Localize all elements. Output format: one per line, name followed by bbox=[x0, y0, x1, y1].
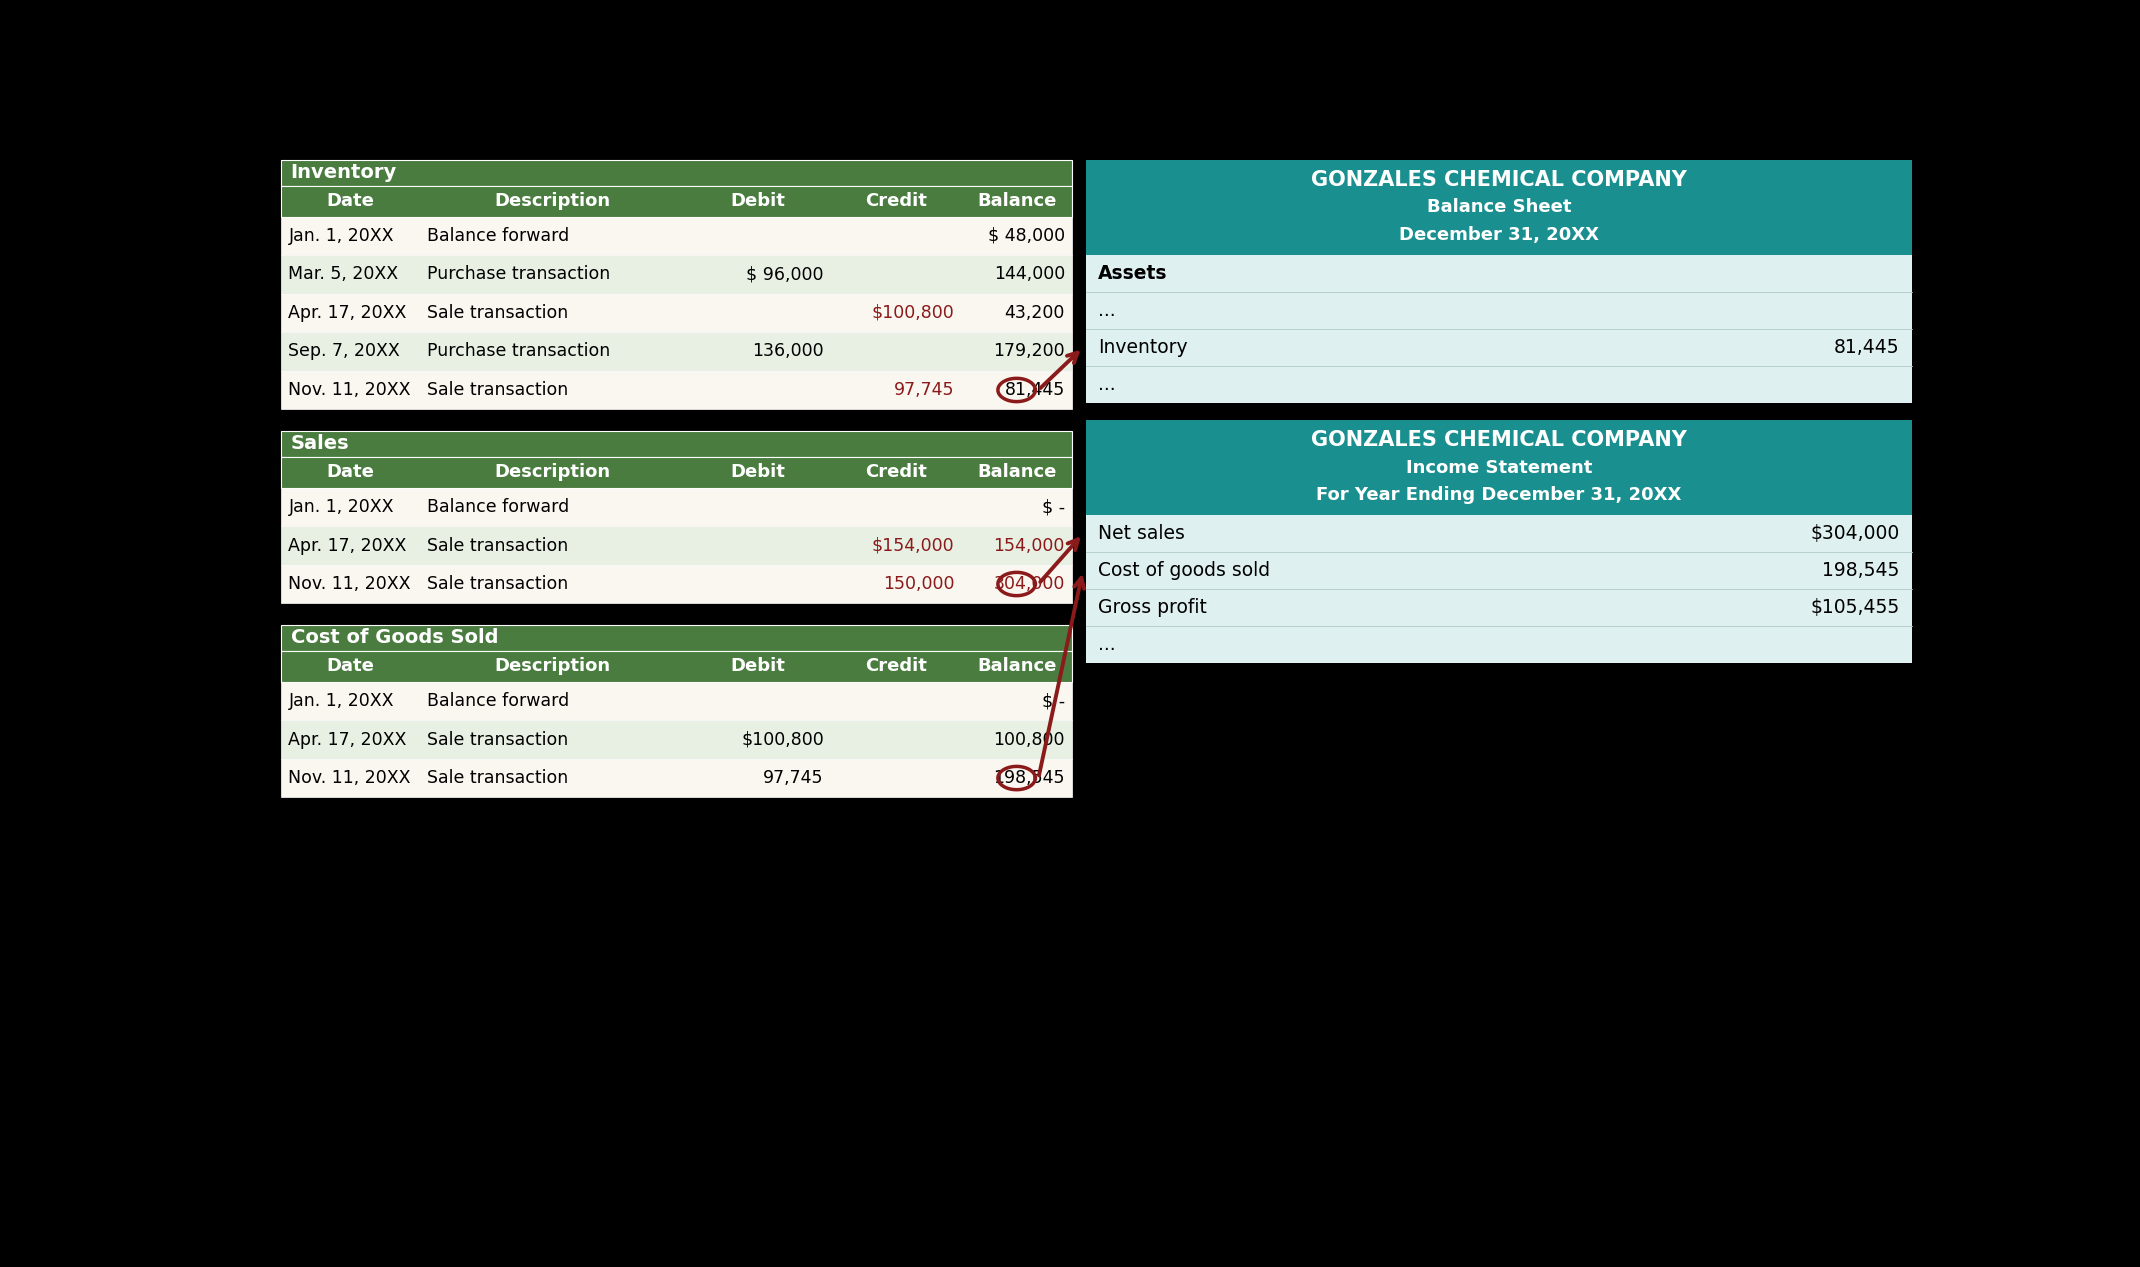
Text: Inventory: Inventory bbox=[291, 163, 398, 182]
Text: Jan. 1, 20XX: Jan. 1, 20XX bbox=[289, 692, 394, 710]
Text: Nov. 11, 20XX: Nov. 11, 20XX bbox=[289, 381, 411, 399]
Bar bbox=[282, 294, 1072, 332]
Text: Gross profit: Gross profit bbox=[1098, 598, 1207, 617]
Text: Cost of goods sold: Cost of goods sold bbox=[1098, 561, 1271, 580]
Text: Description: Description bbox=[494, 464, 610, 481]
Text: Cost of Goods Sold: Cost of Goods Sold bbox=[291, 628, 499, 647]
Text: Net sales: Net sales bbox=[1098, 525, 1186, 544]
Text: Balance forward: Balance forward bbox=[426, 498, 569, 516]
Text: Jan. 1, 20XX: Jan. 1, 20XX bbox=[289, 227, 394, 245]
Text: Credit: Credit bbox=[865, 464, 927, 481]
Text: $154,000: $154,000 bbox=[871, 536, 954, 555]
Text: Inventory: Inventory bbox=[1098, 338, 1188, 357]
Text: Balance: Balance bbox=[978, 658, 1057, 675]
Bar bbox=[1085, 516, 1911, 664]
Text: Jan. 1, 20XX: Jan. 1, 20XX bbox=[289, 498, 394, 516]
Bar bbox=[1085, 419, 1911, 516]
Text: GONZALES CHEMICAL COMPANY: GONZALES CHEMICAL COMPANY bbox=[1312, 430, 1686, 450]
Text: $100,800: $100,800 bbox=[740, 731, 824, 749]
Text: Credit: Credit bbox=[865, 193, 927, 210]
Text: $ 96,000: $ 96,000 bbox=[747, 266, 824, 284]
Bar bbox=[282, 160, 1072, 186]
Bar bbox=[282, 721, 1072, 759]
Bar bbox=[282, 488, 1072, 526]
Text: Sep. 7, 20XX: Sep. 7, 20XX bbox=[289, 342, 400, 361]
Bar bbox=[282, 217, 1072, 255]
Bar bbox=[282, 186, 1072, 217]
Text: Debit: Debit bbox=[730, 658, 785, 675]
Text: $304,000: $304,000 bbox=[1810, 525, 1900, 544]
Text: Balance: Balance bbox=[978, 193, 1057, 210]
Text: Apr. 17, 20XX: Apr. 17, 20XX bbox=[289, 304, 407, 322]
Text: Balance forward: Balance forward bbox=[426, 692, 569, 710]
Bar bbox=[282, 457, 1072, 488]
Text: 97,745: 97,745 bbox=[895, 381, 954, 399]
Bar bbox=[282, 625, 1072, 651]
Bar bbox=[282, 682, 1072, 721]
Text: 136,000: 136,000 bbox=[753, 342, 824, 361]
Text: Description: Description bbox=[494, 658, 610, 675]
Text: Date: Date bbox=[327, 658, 374, 675]
Text: Purchase transaction: Purchase transaction bbox=[426, 342, 610, 361]
Text: Debit: Debit bbox=[730, 193, 785, 210]
Text: Sale transaction: Sale transaction bbox=[426, 381, 567, 399]
Text: $ -: $ - bbox=[1042, 498, 1066, 516]
Text: $100,800: $100,800 bbox=[871, 304, 954, 322]
Text: Nov. 11, 20XX: Nov. 11, 20XX bbox=[289, 575, 411, 593]
Text: For Year Ending December 31, 20XX: For Year Ending December 31, 20XX bbox=[1316, 487, 1682, 504]
Text: 179,200: 179,200 bbox=[993, 342, 1066, 361]
Bar bbox=[282, 526, 1072, 565]
Text: Date: Date bbox=[327, 193, 374, 210]
Text: 150,000: 150,000 bbox=[884, 575, 954, 593]
Text: Date: Date bbox=[327, 464, 374, 481]
Text: 144,000: 144,000 bbox=[993, 266, 1066, 284]
Bar bbox=[282, 332, 1072, 371]
Text: Description: Description bbox=[494, 193, 610, 210]
Text: Apr. 17, 20XX: Apr. 17, 20XX bbox=[289, 731, 407, 749]
Text: 198,545: 198,545 bbox=[1823, 561, 1900, 580]
Text: Nov. 11, 20XX: Nov. 11, 20XX bbox=[289, 769, 411, 787]
Text: Sale transaction: Sale transaction bbox=[426, 769, 567, 787]
Text: Sales: Sales bbox=[291, 435, 349, 454]
Text: 97,745: 97,745 bbox=[764, 769, 824, 787]
Bar bbox=[282, 651, 1072, 682]
Text: Assets: Assets bbox=[1098, 265, 1168, 284]
Text: GONZALES CHEMICAL COMPANY: GONZALES CHEMICAL COMPANY bbox=[1312, 170, 1686, 190]
Text: Balance Sheet: Balance Sheet bbox=[1427, 199, 1571, 217]
Text: Sale transaction: Sale transaction bbox=[426, 731, 567, 749]
Text: 304,000: 304,000 bbox=[993, 575, 1066, 593]
Text: December 31, 20XX: December 31, 20XX bbox=[1400, 227, 1599, 245]
Bar bbox=[282, 371, 1072, 409]
Text: Apr. 17, 20XX: Apr. 17, 20XX bbox=[289, 536, 407, 555]
Bar bbox=[1085, 255, 1911, 403]
Text: 81,445: 81,445 bbox=[1004, 381, 1066, 399]
Text: Debit: Debit bbox=[730, 464, 785, 481]
Text: ...: ... bbox=[1098, 375, 1115, 394]
Text: ...: ... bbox=[1098, 635, 1115, 654]
Bar bbox=[1085, 160, 1911, 255]
Text: $105,455: $105,455 bbox=[1810, 598, 1900, 617]
Text: Sale transaction: Sale transaction bbox=[426, 575, 567, 593]
Text: 154,000: 154,000 bbox=[993, 536, 1066, 555]
Text: Purchase transaction: Purchase transaction bbox=[426, 266, 610, 284]
Text: ...: ... bbox=[1098, 302, 1115, 321]
Text: $ 48,000: $ 48,000 bbox=[989, 227, 1066, 245]
Text: Balance forward: Balance forward bbox=[426, 227, 569, 245]
Text: Balance: Balance bbox=[978, 464, 1057, 481]
Text: 198,545: 198,545 bbox=[993, 769, 1066, 787]
Text: 43,200: 43,200 bbox=[1004, 304, 1066, 322]
Text: $ -: $ - bbox=[1042, 692, 1066, 710]
Text: Credit: Credit bbox=[865, 658, 927, 675]
Bar bbox=[282, 565, 1072, 603]
Bar bbox=[282, 255, 1072, 294]
Text: Sale transaction: Sale transaction bbox=[426, 536, 567, 555]
Text: Sale transaction: Sale transaction bbox=[426, 304, 567, 322]
Text: 81,445: 81,445 bbox=[1834, 338, 1900, 357]
Text: 100,800: 100,800 bbox=[993, 731, 1066, 749]
Bar bbox=[282, 431, 1072, 457]
Text: Income Statement: Income Statement bbox=[1406, 459, 1592, 476]
Bar bbox=[282, 759, 1072, 797]
Text: Mar. 5, 20XX: Mar. 5, 20XX bbox=[289, 266, 398, 284]
